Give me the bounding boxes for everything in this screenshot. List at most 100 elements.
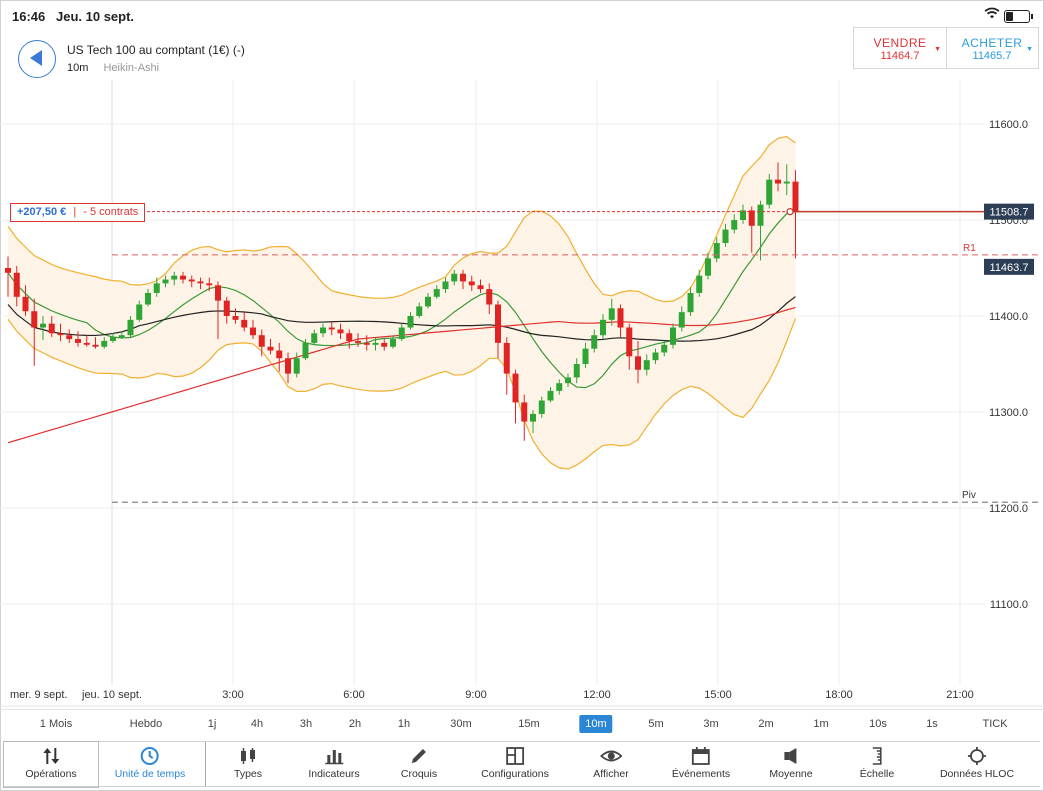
- candle-body: [101, 340, 108, 347]
- candle-body: [293, 358, 300, 374]
- caret-down-icon: ▼: [1026, 46, 1033, 53]
- status-time: 16:46: [12, 9, 46, 24]
- candle-body: [687, 292, 694, 313]
- sell-button[interactable]: VENDRE 11464.7 ▼: [854, 28, 947, 68]
- toolbar-pencil-button[interactable]: Croquis: [401, 742, 437, 786]
- layout-icon: [481, 746, 549, 768]
- candle-body: [608, 308, 615, 320]
- toolbar-label: Données HLOC: [939, 768, 1015, 780]
- candle-body: [512, 373, 519, 403]
- timeframe-4h[interactable]: 4h: [250, 718, 264, 730]
- toolbar-label: Événements: [671, 768, 731, 780]
- x-tick-label: 9:00: [465, 689, 486, 701]
- eye-icon: [593, 746, 628, 768]
- timeframe-2h[interactable]: 2h: [348, 718, 362, 730]
- timeframe-3m[interactable]: 3m: [703, 718, 719, 730]
- toolbar-eye-button[interactable]: Afficher: [593, 742, 629, 786]
- toolbar-clock-button[interactable]: Unité de temps: [115, 742, 185, 786]
- bollinger-fill: [8, 136, 796, 470]
- sell-label: VENDRE: [873, 36, 927, 50]
- timeframe-10m[interactable]: 10m: [579, 715, 613, 733]
- toolbar-crosshair-button[interactable]: Données HLOC: [940, 742, 1014, 786]
- x-tick-label: mer. 9 sept.: [10, 689, 67, 701]
- timeframe-10s[interactable]: 10s: [869, 718, 887, 730]
- position-price-label: 11508.7: [990, 207, 1029, 219]
- candle-body: [355, 340, 361, 343]
- toolbar-layout-button[interactable]: Configurations: [481, 742, 549, 786]
- candle-body: [407, 316, 414, 328]
- candle-body: [556, 383, 563, 391]
- toolbar-calendar-button[interactable]: Événements: [672, 742, 730, 786]
- candle-body: [153, 283, 160, 293]
- candle-body: [792, 181, 799, 213]
- candle-body: [250, 327, 256, 336]
- timeframe-30m[interactable]: 30m: [450, 718, 472, 730]
- timeframe-hebdo[interactable]: Hebdo: [129, 718, 163, 730]
- chart-subtitle: 10m Heikin-Ashi: [67, 62, 159, 74]
- x-tick-label: 12:00: [583, 689, 611, 701]
- status-bar: 16:46 Jeu. 10 sept.: [0, 0, 1044, 30]
- timeframe-label: 10m: [67, 62, 89, 74]
- candle-body: [670, 327, 676, 345]
- candle-body: [346, 333, 353, 341]
- r1-label: R1: [963, 243, 976, 254]
- candle-body: [442, 281, 449, 290]
- toolbar-scale-button[interactable]: Échelle: [860, 742, 894, 786]
- crosshair-icon: [940, 746, 1014, 768]
- scale-icon: [860, 746, 894, 768]
- candle-body: [775, 179, 781, 184]
- timeframe-15m[interactable]: 15m: [518, 718, 540, 730]
- trade-panel: VENDRE 11464.7 ▼ ACHETER 11465.7 ▼: [853, 27, 1039, 69]
- timeframe-1j[interactable]: 1j: [207, 718, 217, 730]
- timeframe-1s[interactable]: 1s: [926, 718, 938, 730]
- r1-price-label: 11463.7: [990, 262, 1029, 274]
- speaker-icon: [769, 746, 812, 768]
- toolbar-speaker-button[interactable]: Moyenne: [769, 742, 813, 786]
- candle-body: [215, 285, 221, 301]
- candle-body: [372, 342, 379, 345]
- sell-price: 11464.7: [880, 50, 920, 62]
- r1-price-label-box: [984, 258, 1034, 275]
- position-price-label-box: [984, 203, 1034, 220]
- timeframe-3h[interactable]: 3h: [299, 718, 313, 730]
- toolbar-bar-chart-button[interactable]: Indicateurs: [308, 742, 360, 786]
- candle-body: [285, 358, 291, 374]
- candle-body: [705, 258, 711, 276]
- timeframe-1m[interactable]: 1m: [813, 718, 829, 730]
- candle-body: [31, 311, 38, 328]
- candle-body: [416, 306, 423, 316]
- candle-body: [696, 275, 703, 293]
- toolbar-label: Configurations: [481, 768, 549, 780]
- candle-body: [188, 279, 195, 282]
- x-tick-label: 6:00: [343, 689, 364, 701]
- buy-button[interactable]: ACHETER 11465.7 ▼: [946, 28, 1038, 68]
- toolbar-candles-button[interactable]: Types: [234, 742, 262, 786]
- pencil-icon: [401, 746, 437, 768]
- instrument-title: US Tech 100 au comptant (1€) (-): [67, 43, 245, 57]
- x-tick-label: 15:00: [704, 689, 732, 701]
- candle-body: [591, 335, 598, 349]
- y-tick-label: 11300.0: [989, 407, 1028, 419]
- timeframe-tick[interactable]: TICK: [982, 718, 1008, 730]
- current-price-dot: [786, 208, 794, 216]
- candle-body: [573, 364, 580, 378]
- bottom-toolbar: Opérations Unité de temps Types Indicateurs…: [3, 741, 1040, 788]
- toolbar-label: Croquis: [400, 768, 438, 780]
- pivot-label: Piv: [962, 490, 976, 501]
- candle-body: [232, 316, 239, 320]
- candle-body: [136, 304, 143, 320]
- timeframe-1-mois[interactable]: 1 Mois: [39, 718, 73, 730]
- position-tag[interactable]: +207,50 € | - 5 contrats: [10, 203, 146, 222]
- position-quantity: - 5 contrats: [83, 206, 139, 218]
- toolbar-sort-arrows-button[interactable]: Opérations: [25, 742, 77, 786]
- candle-body: [276, 350, 283, 359]
- back-button[interactable]: [18, 40, 56, 78]
- timeframe-5m[interactable]: 5m: [648, 718, 664, 730]
- timeframe-2m[interactable]: 2m: [758, 718, 774, 730]
- candle-body: [425, 296, 431, 307]
- toolbar-label: Afficher: [593, 768, 629, 780]
- candle-body: [363, 342, 370, 345]
- timeframe-1h[interactable]: 1h: [397, 718, 411, 730]
- candle-body: [713, 243, 720, 259]
